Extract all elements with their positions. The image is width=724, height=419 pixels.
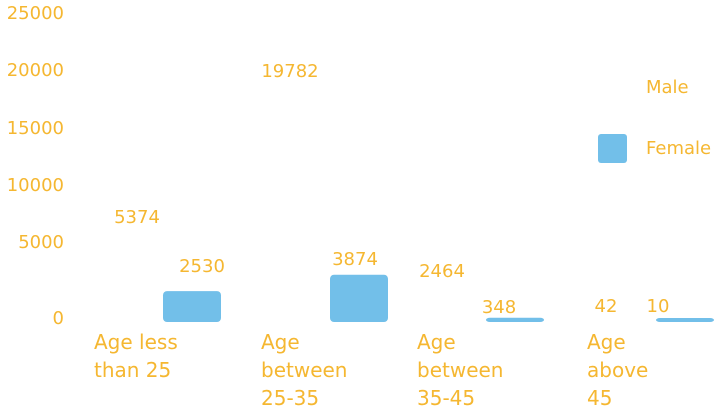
- data-label-male: 5374: [114, 207, 160, 228]
- bar-male: [423, 287, 481, 318]
- data-label-male: 2464: [419, 261, 465, 282]
- male-series: [100, 76, 651, 318]
- bar-male: [100, 252, 158, 318]
- bar-female: [656, 318, 714, 322]
- x-tick-label: Age between 25-35: [261, 330, 347, 410]
- data-label-female: 348: [482, 297, 516, 318]
- y-tick-label: 20000: [7, 60, 64, 81]
- y-tick-label: 25000: [7, 3, 64, 24]
- data-labels: 5374 2530 19782 3874 2464 348 42 10: [114, 61, 669, 318]
- data-label-female: 3874: [332, 249, 378, 270]
- legend-label-female: Female: [646, 138, 711, 159]
- y-tick-label: 5000: [18, 232, 64, 253]
- y-tick-label: 15000: [7, 118, 64, 139]
- data-label-male: 42: [595, 296, 618, 317]
- bar-female: [486, 317, 544, 322]
- y-axis: 0 5000 10000 15000 20000 25000: [7, 3, 64, 329]
- x-tick-label: Age less than 25: [94, 330, 178, 382]
- legend: Male Female: [598, 72, 711, 163]
- bar-female: [330, 274, 388, 322]
- bar-male: [593, 316, 651, 318]
- data-label-female: 2530: [179, 256, 225, 277]
- data-label-female: 10: [647, 296, 670, 317]
- y-tick-label: 0: [53, 308, 64, 329]
- bar-female: [163, 291, 221, 322]
- x-axis: Age less than 25 Age between 25-35 Age between…: [94, 330, 648, 410]
- bar-male: [267, 76, 325, 318]
- legend-label-male: Male: [646, 77, 689, 98]
- female-series: [163, 274, 714, 322]
- data-label-male: 19782: [261, 61, 318, 82]
- legend-swatch-male: [598, 72, 627, 101]
- x-tick-label: Age between 35-45: [417, 330, 503, 410]
- y-tick-label: 10000: [7, 175, 64, 196]
- x-tick-label: Age above 45: [587, 330, 648, 410]
- legend-swatch-female: [598, 134, 627, 163]
